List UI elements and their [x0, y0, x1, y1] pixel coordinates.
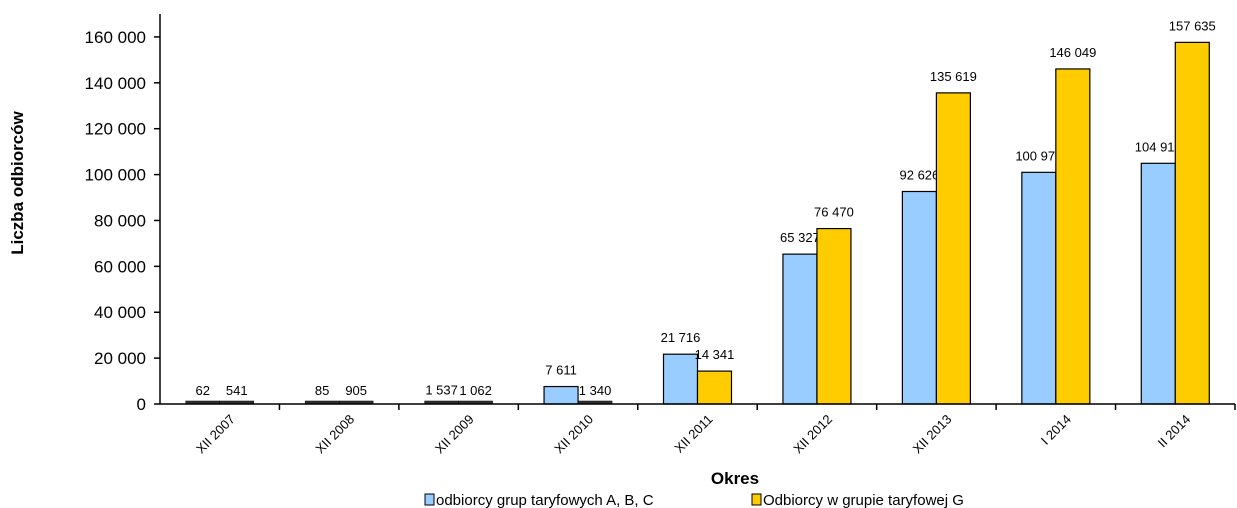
data-label: 135 619	[930, 69, 977, 84]
x-axis-title: Okres	[711, 469, 759, 488]
bar-abc	[901, 190, 937, 405]
x-tick-label: XII 2010	[551, 412, 596, 457]
data-label: 1 537	[425, 382, 458, 397]
bar-g	[816, 227, 852, 405]
legend-swatch-g	[751, 493, 762, 506]
x-tick-label: II 2014	[1155, 412, 1194, 451]
data-label: 92 626	[900, 168, 940, 183]
data-label: 100 978	[1015, 148, 1062, 163]
y-tick-label: 20 000	[94, 349, 146, 368]
y-tick-label: 0	[137, 395, 146, 414]
x-tick-label: XII 2013	[910, 412, 955, 457]
data-label: 104 916	[1135, 139, 1182, 154]
bar-abc	[782, 253, 818, 405]
bar-abc	[1021, 171, 1057, 405]
data-label: 157 635	[1169, 18, 1216, 33]
x-tick-label: XII 2012	[790, 412, 835, 457]
data-label: 85	[315, 383, 329, 398]
y-tick-label: 140 000	[85, 74, 146, 93]
bar-g	[1055, 68, 1091, 405]
y-tick-label: 40 000	[94, 303, 146, 322]
data-label: 1 062	[459, 383, 492, 398]
data-label: 76 470	[814, 205, 854, 220]
bar-g	[1174, 41, 1210, 405]
y-axis-title: Liczba odbiorców	[8, 110, 27, 254]
x-tick-label: XII 2009	[432, 412, 477, 457]
y-tick-label: 120 000	[85, 120, 146, 139]
x-tick-label: I 2014	[1038, 412, 1074, 448]
x-tick-label: XII 2008	[312, 412, 357, 457]
legend-label-abc: odbiorcy grup taryfowych A, B, C	[436, 492, 654, 508]
data-label: 14 341	[695, 347, 735, 362]
legend-label-g: Odbiorcy w grupie taryfowej G	[763, 492, 964, 508]
bar-g	[696, 370, 733, 405]
data-label: 541	[226, 383, 248, 398]
data-label: 1 340	[579, 383, 612, 398]
data-label: 7 611	[545, 363, 577, 378]
y-tick-label: 80 000	[94, 211, 146, 230]
data-label: 65 327	[780, 230, 820, 245]
legend: odbiorcy grup taryfowych A, B, C Odbiorcy…	[424, 492, 964, 508]
y-tick-label: 160 000	[85, 28, 146, 47]
data-label: 62	[195, 383, 209, 398]
y-tick-label: 60 000	[94, 257, 146, 276]
data-label: 905	[345, 383, 367, 398]
x-tick-label: XII 2011	[671, 412, 715, 456]
y-tick-label: 100 000	[85, 166, 146, 185]
y-axis: 0 20 000 40 000 60 000 80 000 100 000 120 000 1…	[85, 14, 161, 414]
bar-abc	[1140, 162, 1176, 405]
bar-abc	[543, 385, 579, 405]
x-axis: XII 2007 XII 2008 XII 2009 XII 2010 XII 2011…	[160, 403, 1236, 457]
bar-g	[935, 92, 971, 405]
data-label: 146 049	[1049, 45, 1096, 60]
data-label: 21 716	[661, 330, 701, 345]
x-tick-label: XII 2007	[193, 412, 238, 457]
legend-swatch-abc	[424, 493, 435, 506]
bar-abc	[662, 353, 699, 405]
